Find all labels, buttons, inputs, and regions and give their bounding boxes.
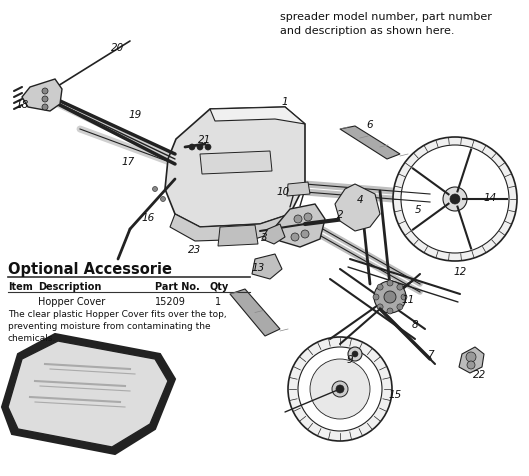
Text: 19: 19 [129, 110, 142, 120]
Text: 3: 3 [261, 232, 267, 242]
Circle shape [152, 187, 158, 192]
Circle shape [304, 214, 312, 221]
Polygon shape [2, 334, 175, 454]
Text: 15: 15 [388, 389, 402, 399]
Circle shape [336, 385, 344, 393]
Circle shape [374, 281, 406, 313]
Circle shape [332, 381, 348, 397]
Circle shape [42, 89, 48, 95]
Polygon shape [459, 347, 484, 373]
Circle shape [310, 359, 370, 419]
Circle shape [450, 195, 460, 205]
Text: 1: 1 [281, 97, 288, 107]
Polygon shape [335, 185, 380, 231]
Circle shape [387, 308, 393, 314]
Text: Optional Accessorie: Optional Accessorie [8, 261, 172, 277]
Circle shape [466, 352, 476, 362]
Polygon shape [165, 108, 305, 228]
Text: 16: 16 [141, 213, 154, 223]
Text: and description as shown here.: and description as shown here. [280, 26, 454, 36]
Text: 18: 18 [15, 100, 29, 110]
Text: Description: Description [38, 281, 102, 291]
Text: 11: 11 [402, 294, 415, 304]
Circle shape [288, 337, 392, 441]
Polygon shape [252, 255, 282, 279]
Text: Item: Item [8, 281, 33, 291]
Circle shape [377, 304, 383, 310]
Circle shape [384, 291, 396, 303]
Circle shape [291, 234, 299, 241]
Text: 4: 4 [357, 195, 363, 205]
Polygon shape [287, 183, 310, 197]
Text: 9: 9 [346, 354, 353, 364]
Circle shape [401, 294, 407, 300]
Polygon shape [275, 205, 325, 248]
Circle shape [387, 280, 393, 287]
Text: 14: 14 [484, 193, 497, 203]
Text: Part No.: Part No. [155, 281, 200, 291]
Circle shape [443, 188, 467, 211]
Circle shape [298, 347, 382, 431]
Polygon shape [262, 225, 285, 245]
Circle shape [197, 145, 203, 151]
Text: 12: 12 [453, 267, 467, 277]
Circle shape [377, 285, 383, 290]
Circle shape [467, 361, 475, 369]
Circle shape [397, 285, 403, 290]
Text: Qty: Qty [210, 281, 229, 291]
Text: 21: 21 [198, 135, 212, 145]
Text: 20: 20 [112, 43, 125, 53]
Circle shape [401, 146, 509, 253]
Text: 6: 6 [367, 120, 373, 130]
Text: 10: 10 [276, 187, 289, 197]
Text: 2: 2 [336, 209, 343, 219]
Polygon shape [230, 289, 280, 336]
Text: 15209: 15209 [155, 297, 186, 307]
Circle shape [348, 347, 362, 361]
Polygon shape [8, 341, 168, 447]
Text: 22: 22 [473, 369, 487, 379]
Polygon shape [22, 80, 62, 112]
Text: 13: 13 [251, 262, 264, 272]
Text: Hopper Cover: Hopper Cover [38, 297, 105, 307]
Text: The clear plastic Hopper Cover fits over the top,
preventing moisture from conta: The clear plastic Hopper Cover fits over… [8, 309, 226, 342]
Polygon shape [200, 152, 272, 175]
Circle shape [352, 351, 358, 357]
Circle shape [42, 105, 48, 111]
Text: 1: 1 [215, 297, 221, 307]
Text: 5: 5 [415, 205, 421, 215]
Circle shape [301, 230, 309, 238]
Circle shape [205, 145, 211, 151]
Polygon shape [210, 108, 305, 125]
Circle shape [397, 304, 403, 310]
Text: 8: 8 [412, 319, 418, 329]
Polygon shape [170, 215, 290, 241]
Circle shape [294, 216, 302, 224]
Circle shape [42, 97, 48, 103]
Circle shape [189, 145, 195, 151]
Text: 17: 17 [121, 157, 134, 167]
Text: 7: 7 [427, 349, 433, 359]
Text: 23: 23 [188, 245, 202, 255]
Circle shape [160, 197, 166, 202]
Circle shape [393, 138, 517, 261]
Polygon shape [218, 226, 258, 247]
Text: spreader model number, part number: spreader model number, part number [280, 12, 492, 22]
Circle shape [373, 294, 379, 300]
Polygon shape [340, 127, 400, 159]
